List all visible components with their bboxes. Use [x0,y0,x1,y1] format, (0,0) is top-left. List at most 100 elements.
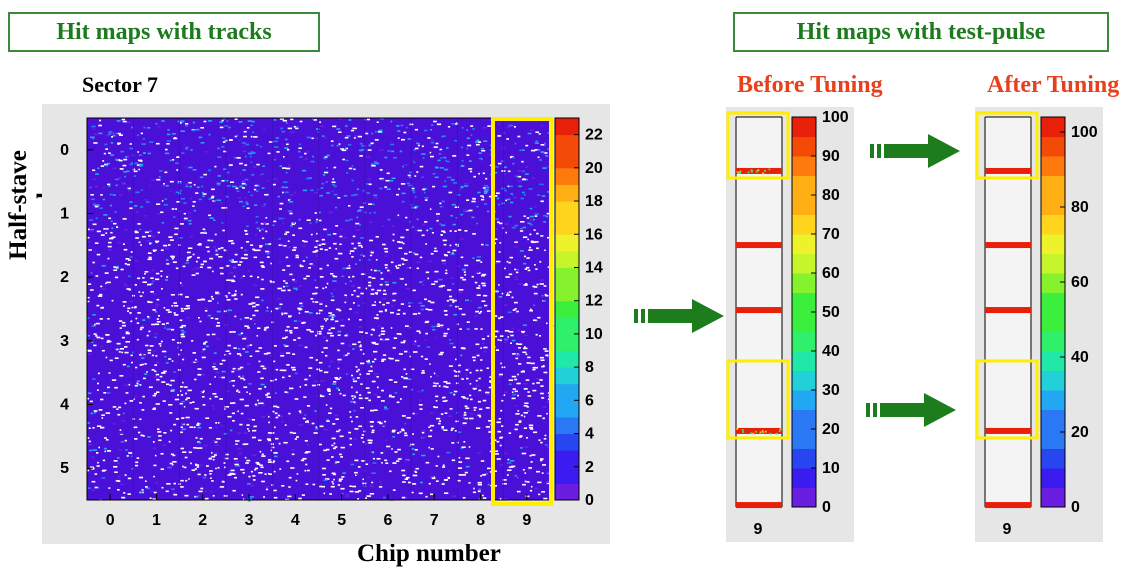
hit-pixel [475,143,480,146]
hit-pixel [357,242,361,244]
hit-pixel [397,214,400,217]
hit-pixel [373,409,378,411]
hit-pixel [370,142,374,145]
hit-pixel [161,372,166,374]
hit-pixel [530,362,535,365]
hit-pixel [153,475,155,478]
hit-pixel [345,125,348,127]
hit-pixel [352,348,355,350]
hit-pixel [500,362,502,365]
hit-pixel [381,327,384,330]
hit-pixel [136,380,140,382]
hit-pixel [372,462,377,464]
hit-pixel [435,400,438,402]
hit-pixel [246,241,250,243]
hit-pixel [543,438,547,440]
hit-pixel [286,460,290,463]
hit-pixel [532,389,537,392]
hit-pixel [243,130,247,133]
hit-pixel [356,188,360,191]
hit-pixel [124,175,126,178]
hit-pixel [248,383,252,385]
hit-pixel [162,444,166,447]
hit-pixel [354,471,358,474]
hit-pixel [323,336,327,339]
hit-pixel [486,186,490,189]
hit-pixel [752,432,755,435]
hit-pixel [495,260,501,263]
hit-pixel [546,472,551,475]
hit-pixel [328,393,331,395]
hit-pixel [369,493,375,495]
hit-pixel [370,409,375,412]
hit-pixel [391,305,394,307]
hit-pixel [382,225,384,227]
hit-pixel [302,169,307,172]
hit-pixel [266,256,270,258]
hit-pixel [242,180,245,183]
hit-pixel [246,344,251,347]
hit-pixel [291,131,295,133]
hit-pixel [208,427,212,429]
hit-pixel [191,268,194,271]
hit-pixel [248,191,250,193]
hit-pixel [87,353,92,356]
hit-pixel [112,422,116,425]
hit-pixel [213,200,216,203]
hit-pixel [123,158,128,161]
hit-pixel [260,466,264,469]
hit-pixel [391,396,395,398]
hit-pixel [241,494,244,496]
hit-pixel [543,348,547,350]
hit-pixel [134,395,137,398]
hit-pixel [289,212,293,215]
hit-pixel [213,352,217,354]
hit-pixel [483,140,488,142]
hit-pixel [455,420,459,423]
hit-pixel [343,195,348,197]
hit-pixel [499,242,502,244]
hit-pixel [385,179,390,182]
hit-pixel [231,294,236,297]
hit-pixel [234,253,238,256]
hit-pixel [440,167,444,169]
hit-pixel [202,404,206,406]
palette-swatch [1041,312,1065,332]
hit-pixel [128,275,131,277]
hit-pixel [212,439,216,442]
hit-pixel [299,386,302,388]
hit-pixel [527,356,531,359]
palette-swatch [555,234,579,252]
hit-pixel [485,244,489,246]
hit-pixel [161,350,167,353]
hit-pixel [222,137,227,139]
hit-pixel [500,316,504,318]
hit-pixel [333,442,336,445]
hit-pixel [240,332,244,335]
hit-pixel [147,315,150,318]
hit-pixel [337,358,342,361]
hit-pixel [312,483,316,486]
hit-row-band [736,427,782,434]
hit-pixel [544,444,548,446]
hit-pixel [126,121,131,124]
hit-pixel [287,164,291,167]
hit-pixel [385,439,388,442]
hit-pixel [348,119,352,121]
hit-pixel [394,451,398,453]
hit-pixel [255,350,260,353]
hit-pixel [508,432,512,434]
hit-pixel [233,347,237,349]
hit-pixel [360,437,364,439]
hit-pixel [242,187,245,189]
hit-pixel [252,152,256,154]
hit-pixel [321,485,325,488]
hit-pixel [316,395,319,397]
hit-pixel [199,266,203,268]
hit-pixel [458,457,461,459]
hit-pixel [430,138,435,141]
hit-pixel [311,118,315,120]
hit-pixel [468,168,473,170]
hit-pixel [307,423,311,425]
hit-pixel [480,460,485,462]
